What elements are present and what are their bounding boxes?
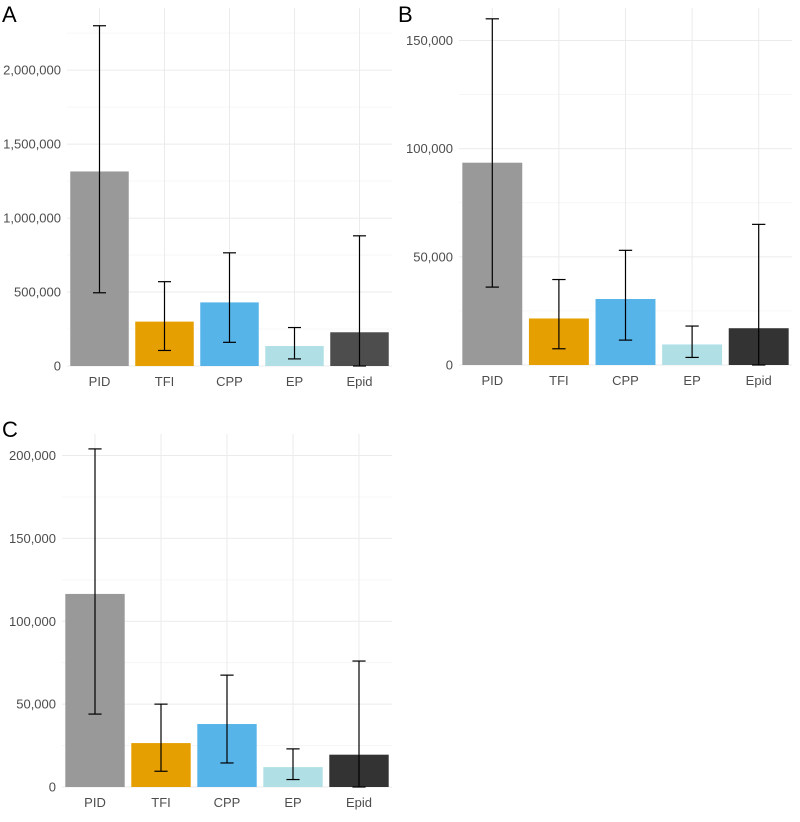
- panel-c: 0 50,000 100,000 150,000 200,000 PID TFI CPP EP E…: [2, 417, 392, 810]
- y-tick-label: 0: [446, 358, 453, 373]
- error-bar-cpp: [223, 252, 236, 343]
- y-tick-label: 1,000,000: [3, 211, 61, 226]
- x-tick-label: TFI: [155, 374, 175, 389]
- error-bar-pid: [93, 25, 106, 294]
- x-tick-label: EP: [284, 795, 301, 810]
- error-bar-epid: [752, 223, 766, 366]
- x-tick-label: CPP: [216, 374, 243, 389]
- x-tick-label: CPP: [612, 373, 639, 388]
- y-tick-label: 2,000,000: [3, 63, 61, 78]
- error-bar-epid: [353, 235, 366, 367]
- error-bar-tfi: [154, 703, 168, 772]
- error-bar-ep: [288, 326, 301, 360]
- panel-a: 0 500,000 1,000,000 1,500,000 2,000,000 PID TF…: [2, 2, 392, 389]
- x-tick-label: TFI: [549, 373, 569, 388]
- x-tick-label: Epid: [346, 374, 372, 389]
- y-tick-label: 100,000: [9, 614, 56, 629]
- y-tick-label: 50,000: [16, 697, 56, 712]
- y-tick-label: 50,000: [413, 249, 453, 264]
- x-tick-label: EP: [286, 374, 303, 389]
- error-bar-cpp: [618, 249, 633, 341]
- x-tick-label: Epid: [746, 373, 772, 388]
- panel-label: A: [2, 2, 17, 27]
- error-bar-epid: [352, 660, 366, 788]
- panel-b: 0 50,000 100,000 150,000 PID TFI CPP EP Epid B: [398, 2, 792, 388]
- y-tick-label: 100,000: [406, 141, 453, 156]
- x-tick-label: TFI: [151, 795, 171, 810]
- y-tick-label: 200,000: [9, 448, 56, 463]
- panel-label: B: [398, 2, 413, 27]
- x-tick-label: CPP: [214, 795, 241, 810]
- y-tick-label: 150,000: [406, 33, 453, 48]
- y-tick-label: 1,500,000: [3, 137, 61, 152]
- error-bar-cpp: [220, 674, 234, 764]
- x-tick-label: EP: [683, 373, 700, 388]
- error-bar-tfi: [158, 281, 171, 352]
- y-tick-label: 150,000: [9, 531, 56, 546]
- error-bar-ep: [286, 748, 300, 781]
- y-tick-label: 500,000: [14, 285, 61, 300]
- error-bar-tfi: [552, 278, 566, 350]
- y-tick-label: 0: [49, 780, 56, 795]
- x-tick-label: PID: [84, 795, 106, 810]
- error-bar-ep: [685, 325, 699, 359]
- error-bar-pid: [485, 18, 499, 288]
- y-tick-label: 0: [54, 359, 61, 374]
- panel-label: C: [2, 417, 18, 442]
- error-bar-pid: [88, 448, 102, 715]
- x-tick-label: PID: [481, 373, 503, 388]
- x-tick-label: Epid: [346, 795, 372, 810]
- x-tick-label: PID: [89, 374, 111, 389]
